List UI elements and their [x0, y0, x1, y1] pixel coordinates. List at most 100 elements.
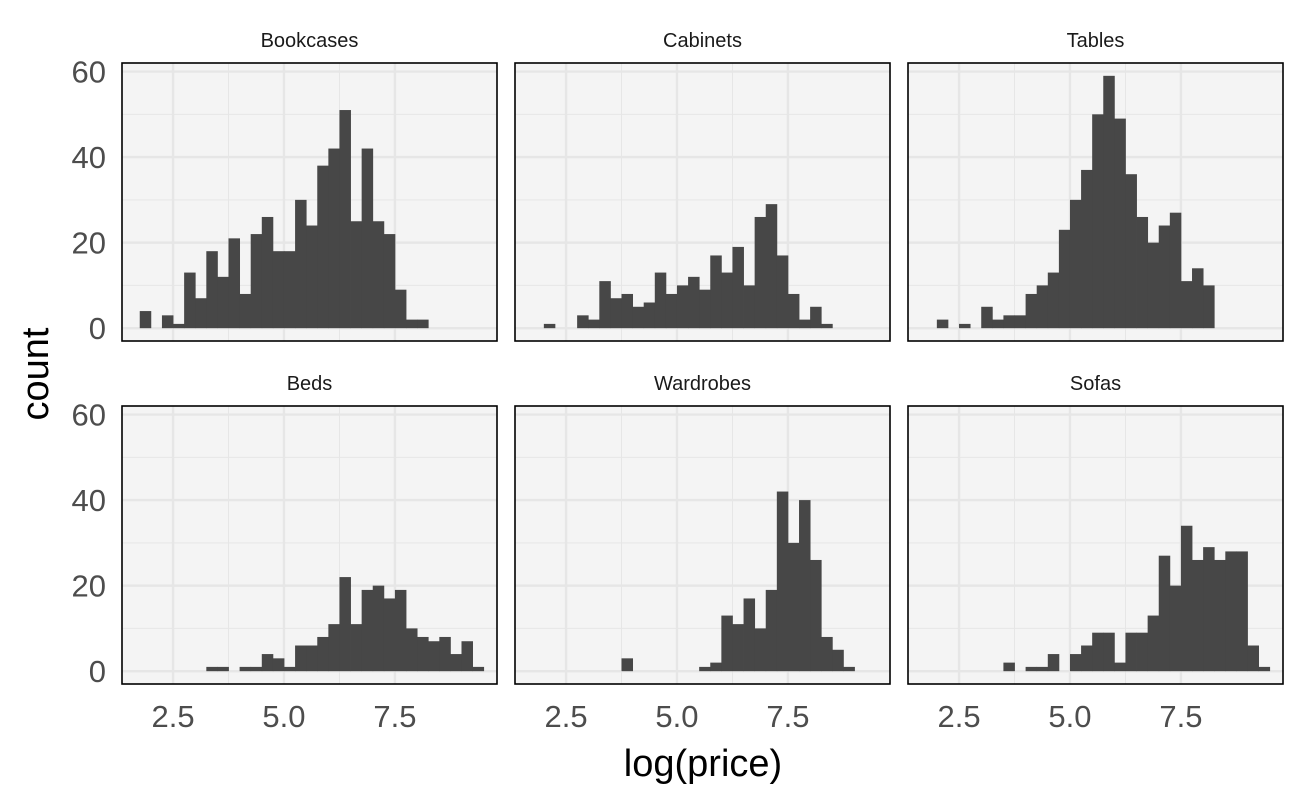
histogram-bar: [699, 666, 711, 672]
histogram-bar: [372, 221, 385, 329]
histogram-bar: [317, 165, 329, 329]
histogram-bar: [261, 216, 274, 329]
y-axis: 0 20 40 60 0 20 40 60: [72, 55, 106, 690]
histogram-bar: [1203, 547, 1215, 672]
x-tick-label: 7.5: [373, 699, 416, 734]
facet-strip-label: Wardrobes: [654, 373, 751, 395]
histogram-bar: [472, 666, 485, 672]
histogram-bar: [743, 598, 756, 672]
histogram-bar: [732, 624, 744, 672]
histogram-bar: [1203, 285, 1215, 329]
facet-panels: Bookcases Cabinets Tables Beds Wardrobes Sofa…: [121, 30, 1284, 685]
histogram-bar: [754, 216, 767, 329]
histogram-bar: [732, 246, 744, 329]
x-tick-label: 2.5: [151, 699, 194, 734]
histogram-bar: [272, 251, 285, 329]
y-tick-label: 0: [89, 311, 106, 346]
histogram-bar: [843, 666, 855, 672]
histogram-bar: [665, 293, 678, 329]
histogram-bar: [417, 319, 429, 329]
histogram-bar: [1258, 666, 1271, 672]
histogram-bar: [721, 272, 733, 329]
histogram-bar: [283, 251, 296, 329]
histogram-bar: [184, 272, 196, 329]
histogram-bar: [306, 645, 318, 672]
histogram-bar: [776, 255, 789, 329]
histogram-bar: [350, 221, 363, 329]
histogram-bar: [1025, 666, 1038, 672]
histogram-bar: [1169, 212, 1182, 329]
histogram-bar: [295, 199, 307, 329]
histogram-bar: [206, 666, 218, 672]
panel-background: [515, 406, 890, 684]
y-tick-label: 40: [72, 140, 106, 175]
histogram-bar: [1147, 242, 1160, 329]
histogram-bar: [1081, 169, 1093, 329]
histogram-bar: [1069, 199, 1082, 329]
histogram-bar: [383, 234, 396, 329]
histogram-bar: [261, 654, 274, 672]
histogram-bar: [317, 636, 329, 672]
y-axis-title: count: [15, 327, 57, 420]
histogram-bar: [350, 624, 363, 672]
histogram-bar: [173, 323, 185, 329]
histogram-bar: [743, 285, 756, 329]
x-axis-title: log(price): [624, 743, 782, 785]
histogram-bar: [1114, 662, 1126, 672]
histogram-bar: [787, 542, 800, 672]
histogram-bar: [810, 559, 822, 672]
histogram-bar: [1103, 632, 1115, 672]
x-tick-label: 7.5: [1159, 699, 1202, 734]
histogram-bar: [272, 658, 285, 672]
histogram-bar: [688, 276, 700, 329]
histogram-bar: [406, 319, 418, 329]
histogram-bar: [643, 302, 656, 329]
histogram-bar: [1069, 654, 1082, 672]
histogram-bar: [217, 666, 229, 672]
histogram-bar: [754, 628, 767, 672]
y-tick-label: 20: [72, 569, 106, 604]
histogram-bar: [710, 662, 722, 672]
x-tick-label: 5.0: [1048, 699, 1091, 734]
histogram-bar: [250, 666, 263, 672]
histogram-bar: [832, 649, 844, 672]
histogram-bar: [1192, 559, 1204, 672]
histogram-bar: [1169, 585, 1182, 672]
histogram-bar: [1225, 551, 1237, 672]
histogram-bar: [710, 255, 722, 329]
histogram-bar: [1003, 315, 1015, 329]
histogram-bar: [632, 306, 645, 329]
panel-border: [907, 405, 1284, 685]
histogram-bar: [1014, 315, 1027, 329]
histogram-bar: [787, 293, 800, 329]
histogram-bar: [195, 298, 207, 329]
y-tick-label: 20: [72, 226, 106, 261]
histogram-bar: [1147, 615, 1160, 672]
histogram-bar: [1158, 225, 1171, 329]
panel-border: [514, 405, 891, 685]
y-tick-label: 0: [89, 654, 106, 689]
x-tick-label: 2.5: [544, 699, 587, 734]
facet-strip-label: Tables: [1067, 30, 1125, 52]
histogram-bar: [676, 285, 689, 329]
histogram-bar: [1214, 559, 1226, 672]
histogram-bar: [1192, 268, 1204, 329]
histogram-bar: [1003, 662, 1015, 672]
histogram-bar: [1180, 525, 1193, 672]
facet-strip-label: Sofas: [1070, 373, 1121, 395]
panel-background: [122, 406, 497, 684]
panel-border: [514, 62, 891, 342]
histogram-bar: [328, 148, 340, 329]
histogram-bar: [428, 641, 440, 672]
y-tick-label: 40: [72, 483, 106, 518]
panel-border: [907, 62, 1284, 342]
x-axis: 2.5 5.0 7.5 2.5 5.0 7.5 2.5 5.0 7.5: [151, 699, 1202, 734]
histogram-bar: [981, 306, 993, 329]
histogram-bar: [1158, 555, 1171, 672]
histogram-bar: [721, 615, 733, 672]
facet-panel: Bookcases: [121, 30, 498, 342]
histogram-bar: [1036, 666, 1049, 672]
histogram-bar: [217, 276, 229, 329]
x-tick-label: 7.5: [766, 699, 809, 734]
